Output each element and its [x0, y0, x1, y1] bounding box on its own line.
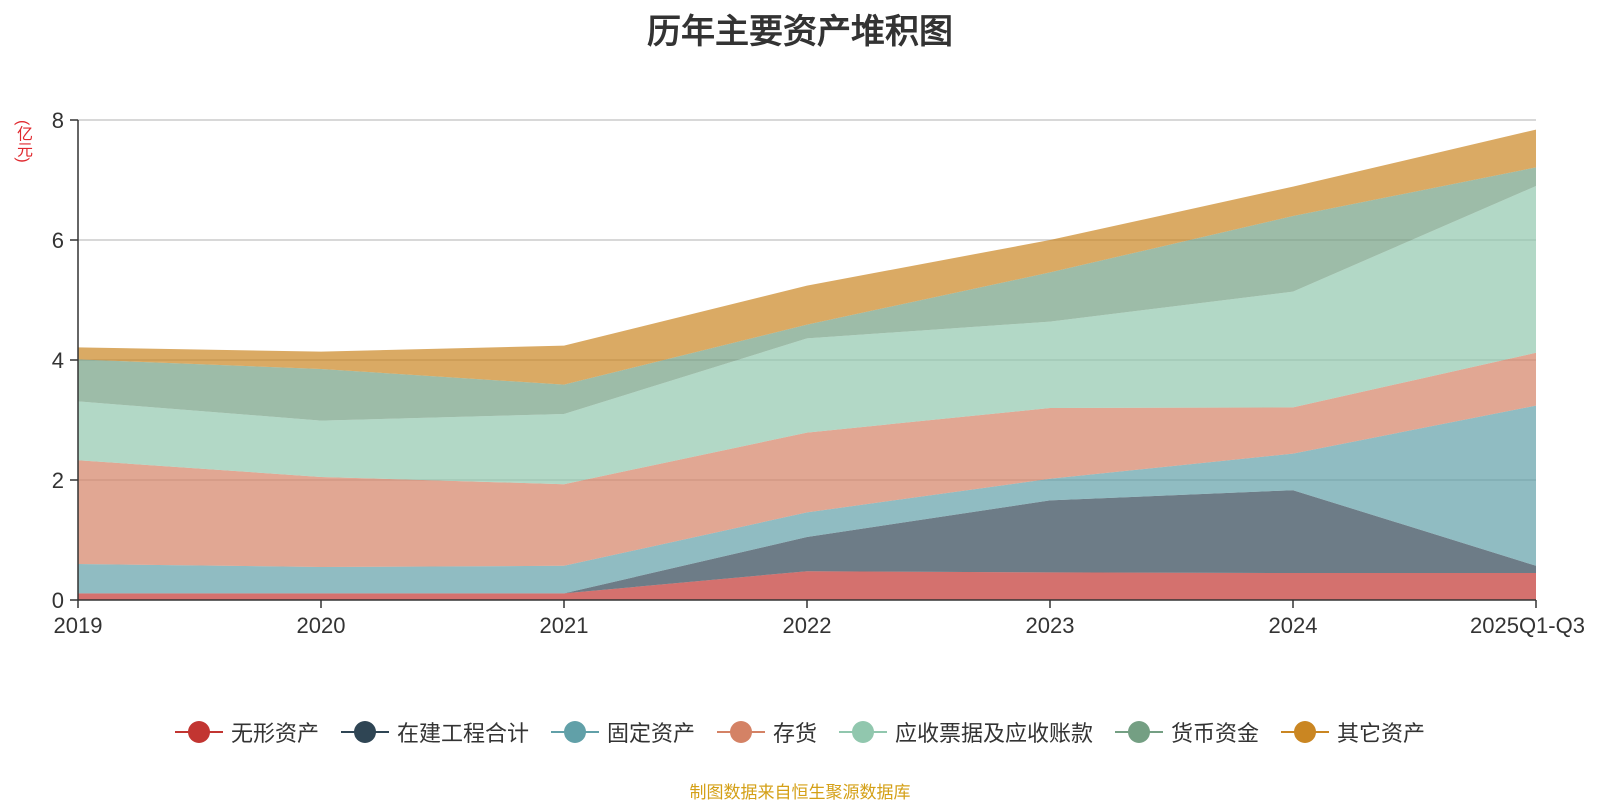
legend-label: 固定资产	[606, 721, 695, 746]
chart-title: 历年主要资产堆积图	[647, 13, 953, 51]
axes: 0 2 4 6 8 2019 2020 2021 2022 2023 2024 2025Q1-Q3	[52, 108, 1585, 638]
legend-label: 无形资产	[230, 721, 319, 746]
legend-label: 其它资产	[1337, 721, 1426, 746]
area-series-2[interactable]	[78, 490, 1536, 594]
area-series-4[interactable]	[78, 352, 1536, 567]
legend: 无形资产 在建工程合计 固定资产 存货 应收票据及应收账款 货币资金 其它资产	[0, 716, 1600, 748]
legend-item[interactable]: 固定资产	[550, 716, 695, 748]
legend-marker-icon	[1115, 719, 1164, 745]
legend-label: 货币资金	[1171, 721, 1260, 746]
y-tick-label: 4	[52, 348, 64, 373]
x-tick-label: 2021	[540, 613, 589, 638]
legend-item[interactable]: 其它资产	[1281, 716, 1425, 748]
legend-item[interactable]: 应收票据及应收账款	[839, 716, 1093, 748]
area-series-7[interactable]	[78, 129, 1536, 385]
legend-marker-icon	[340, 719, 389, 745]
legend-marker-icon	[174, 719, 223, 745]
data-source-note: 制图数据来自恒生聚源数据库	[689, 783, 911, 802]
legend-label: 应收票据及应收账款	[895, 721, 1094, 746]
y-tick-label: 2	[52, 468, 64, 493]
legend-marker-icon	[550, 719, 599, 745]
y-axis-unit-label: (亿元)	[14, 120, 31, 163]
legend-marker-icon	[716, 719, 765, 745]
area-series-3[interactable]	[78, 405, 1536, 594]
legend-label: 存货	[772, 721, 817, 746]
x-tick-label: 2023	[1026, 613, 1075, 638]
x-tick-label: 2022	[783, 613, 832, 638]
legend-item[interactable]: 在建工程合计	[340, 716, 529, 748]
x-tick-label: 2024	[1269, 613, 1318, 638]
y-tick-label: 8	[52, 108, 64, 133]
legend-marker-icon	[839, 719, 887, 745]
legend-label: 在建工程合计	[396, 721, 529, 746]
x-tick-label: 2019	[54, 613, 103, 638]
area-series-5[interactable]	[78, 186, 1536, 485]
x-tick-label: 2020	[297, 613, 346, 638]
area-series-1[interactable]	[78, 571, 1536, 600]
legend-item[interactable]: 存货	[716, 716, 817, 748]
legend-item[interactable]: 货币资金	[1115, 716, 1259, 748]
area-series-6[interactable]	[78, 167, 1536, 421]
stacked-area-chart: 0 2 4 6 8 2019 2020 2021 2022 2023 2024 2025Q1-Q3	[52, 108, 1585, 638]
x-tick-label: 2025Q1-Q3	[1470, 613, 1585, 638]
legend-item[interactable]: 无形资产	[174, 716, 319, 748]
y-tick-label: 0	[52, 588, 64, 613]
area-series	[78, 129, 1536, 600]
y-tick-label: 6	[52, 228, 64, 253]
legend-marker-icon	[1281, 719, 1330, 745]
